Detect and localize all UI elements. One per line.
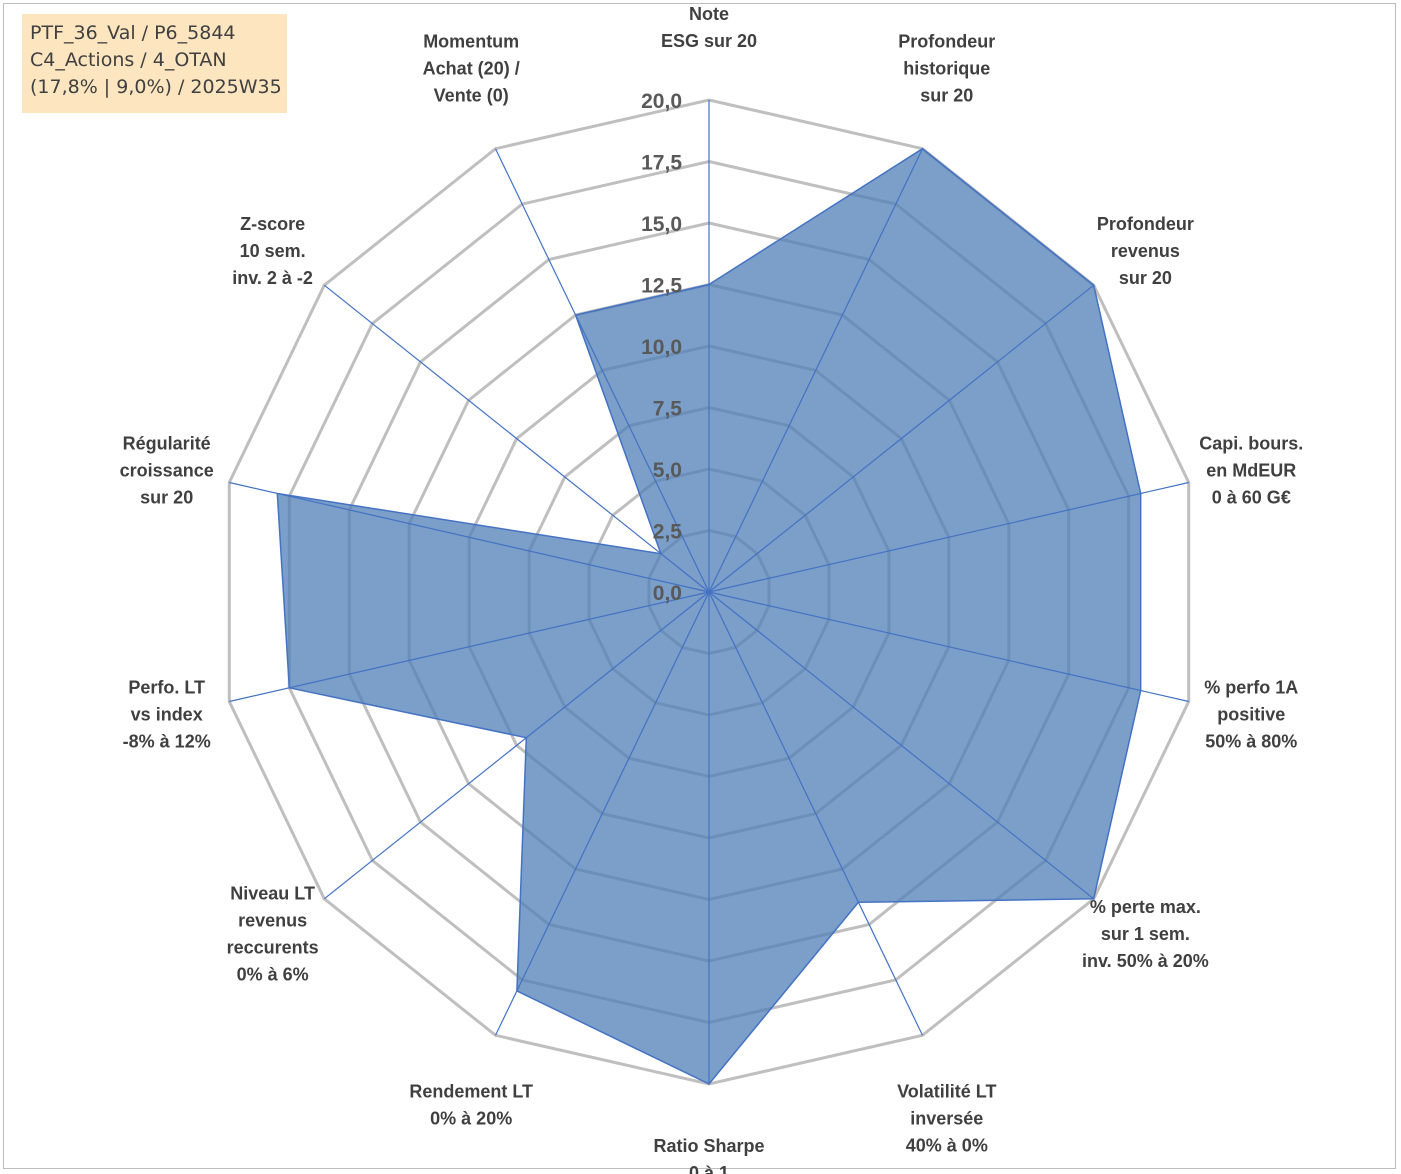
axis-label: Profondeur revenus sur 20 [1097,214,1194,288]
axis-label-line: vs index [131,704,203,724]
axis-label-line: inversée [910,1109,983,1129]
axis-label-line: % perfo 1A [1204,677,1298,697]
axis-label-line: 40% à 0% [906,1136,988,1156]
axis-label-line: reccurents [227,938,319,958]
chart-frame [3,3,1396,1169]
axis-spoke [708,591,1189,703]
axis-label-line: -8% à 12% [123,731,211,751]
axis-label-line: revenus [1111,241,1180,261]
axis-spoke [708,284,1095,593]
axis-spoke [708,148,924,593]
info-line-2: C4_Actions / 4_OTAN [30,49,227,71]
axis-label-line: Z-score [240,214,305,234]
axis-label: Volatilité LT inversée 40% à 0% [897,1082,996,1156]
portfolio-info-box: PTF_36_Val / P6_5844 C4_Actions / 4_OTAN… [22,14,287,113]
axis-label-line: Momentum [423,31,519,51]
axis-label-line: Achat (20) / [423,58,520,78]
axis-label-line: sur 20 [1119,268,1172,288]
axis-label-line: inv. 2 à -2 [232,268,313,288]
axis-label-line: 0 à 60 G€ [1212,488,1291,508]
axis-label: % perte max. sur 1 sem. inv. 50% à 20% [1082,897,1209,971]
axis-label: Capi. bours. en MdEUR 0 à 60 G€ [1199,434,1303,508]
axis-label-line: historique [903,58,990,78]
axis-label: Rendement LT 0% à 20% [409,1082,533,1129]
axis-label: Z-score 10 sem. inv. 2 à -2 [232,214,313,288]
axis-label-line: Profondeur [1097,214,1194,234]
axis-label-line: Ratio Sharpe [653,1136,764,1156]
axis-label-line: Volatilité LT [897,1082,996,1102]
tick-label: 15,0 [641,213,682,236]
tick-label: 20,0 [641,90,682,113]
axis-label: Perfo. LT vs index -8% à 12% [123,677,211,751]
axis-spoke [229,591,710,703]
axis-label: % perfo 1A positive 50% à 80% [1204,677,1298,751]
spoke-layer [229,100,1189,1084]
tick-label-layer: 0,0 2,5 5,0 7,5 10,0 12,5 15,0 17,5 20,0 [641,90,682,605]
axis-label-line: revenus [238,911,307,931]
axis-spoke [708,481,1189,593]
axis-label-line: 10 sem. [240,241,306,261]
axis-label-line: Rendement LT [409,1082,533,1102]
axis-label-line: ESG sur 20 [661,31,757,51]
tick-label: 5,0 [653,459,682,482]
axis-label-line: inv. 50% à 20% [1082,951,1209,971]
tick-label: 7,5 [653,398,683,421]
axis-label: Régularité croissance sur 20 [120,434,214,508]
axis-label-line: positive [1217,704,1285,724]
tick-label: 0,0 [653,582,682,605]
tick-label: 17,5 [641,152,682,175]
axis-spoke [708,591,924,1036]
axis-label-line: croissance [120,461,214,481]
info-line-3: (17,8% | 9,0%) / 2025W35 [30,76,282,98]
axis-label-line: Vente (0) [434,85,509,105]
info-line-1: PTF_36_Val / P6_5844 [30,22,236,44]
axis-label-line: Note [689,4,729,24]
axis-label-line: Capi. bours. [1199,434,1303,454]
axis-label-line: sur 20 [140,488,193,508]
axis-label-line: Profondeur [898,31,995,51]
axis-spoke [323,284,710,593]
axis-spoke [494,591,710,1036]
axis-label: Note ESG sur 20 [661,4,757,51]
axis-label-line: 0% à 20% [430,1109,512,1129]
axis-label-line: sur 20 [920,85,973,105]
axis-label-line: % perte max. [1090,897,1201,917]
tick-label: 2,5 [653,521,683,544]
tick-label: 12,5 [641,275,682,298]
axis-spoke [229,481,710,593]
axis-label-line: 0% à 6% [237,965,309,985]
axis-label: Profondeur historique sur 20 [898,31,995,105]
axis-label: Ratio Sharpe 0 à 1 [653,1136,764,1174]
axis-label-line: Perfo. LT [128,677,205,697]
axis-spoke [708,591,1095,900]
axis-label-layer: Note ESG sur 20 Profondeur historique sur 20… [120,4,1304,1174]
axis-label-line: sur 1 sem. [1101,924,1190,944]
axis-spoke [323,591,710,900]
axis-label-line: Régularité [123,434,211,454]
axis-label-line: Niveau LT [230,884,315,904]
axis-label-line: en MdEUR [1206,461,1296,481]
axis-label: Niveau LT revenus reccurents 0% à 6% [227,884,319,985]
axis-spoke [494,148,710,593]
axis-label-line: 0 à 1 [689,1163,729,1174]
tick-label: 10,0 [641,336,682,359]
axis-label: Momentum Achat (20) / Vente (0) [423,31,520,105]
axis-label-line: 50% à 80% [1205,731,1297,751]
